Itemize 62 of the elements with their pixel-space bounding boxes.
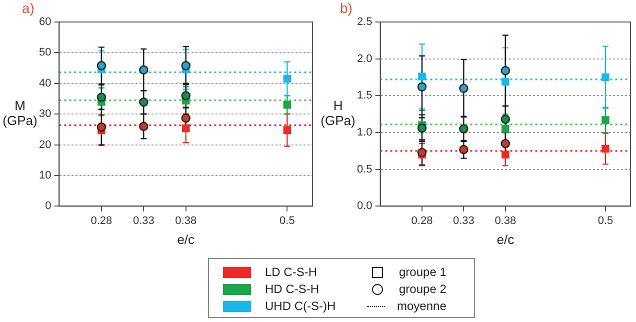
y-tick-label: 2.5 bbox=[356, 16, 372, 28]
y-tick-label: 50 bbox=[38, 46, 52, 59]
point bbox=[502, 150, 510, 159]
x-tick-label: 0.28 bbox=[90, 214, 112, 227]
x-tick-label: 0.38 bbox=[175, 214, 197, 227]
y-tick-label: 0 bbox=[45, 200, 52, 212]
legend-label: LD C-S-H bbox=[264, 265, 318, 279]
y-tick-label: 2.0 bbox=[356, 52, 372, 65]
point bbox=[283, 74, 292, 83]
point bbox=[139, 98, 148, 107]
legend-label: UHD C(-S-)H bbox=[264, 299, 336, 313]
point bbox=[181, 91, 190, 100]
chart-title: b) bbox=[340, 0, 352, 16]
point bbox=[417, 82, 427, 92]
point bbox=[417, 148, 427, 158]
point bbox=[417, 124, 427, 133]
x-tick-label: 0.38 bbox=[494, 214, 516, 227]
point bbox=[96, 60, 106, 70]
y-tick-label: 20 bbox=[38, 138, 52, 151]
point bbox=[283, 126, 292, 134]
point bbox=[181, 113, 190, 123]
point bbox=[502, 78, 510, 86]
point bbox=[418, 72, 426, 80]
point bbox=[602, 73, 610, 82]
point bbox=[283, 101, 292, 109]
x-axis-title: e/c bbox=[496, 232, 515, 247]
text: moyenne bbox=[396, 299, 446, 313]
point bbox=[459, 144, 468, 154]
y-tick-label: 1.0 bbox=[356, 126, 372, 139]
point bbox=[182, 124, 190, 132]
text: groupe 1 bbox=[398, 265, 446, 279]
point bbox=[96, 122, 106, 132]
y-tick-label: 40 bbox=[38, 77, 52, 90]
point bbox=[139, 122, 148, 131]
point bbox=[602, 116, 610, 124]
y-tick-label: 0.0 bbox=[356, 200, 372, 212]
point bbox=[500, 114, 510, 124]
point bbox=[181, 60, 190, 70]
y-tick-label: 0.5 bbox=[356, 163, 372, 176]
point bbox=[96, 92, 106, 102]
x-tick-label: 0.28 bbox=[411, 214, 433, 227]
legend-label: HD C-S-H bbox=[264, 282, 319, 296]
point bbox=[139, 65, 148, 74]
x-tick-label: 0.33 bbox=[452, 214, 474, 227]
point bbox=[500, 138, 510, 148]
point bbox=[459, 124, 468, 134]
point bbox=[602, 144, 610, 153]
y-tick-label: 1.5 bbox=[356, 90, 372, 102]
point bbox=[502, 124, 510, 133]
y-axis-title: H (GPa) bbox=[320, 98, 356, 128]
x-tick-label: 0.5 bbox=[280, 214, 295, 227]
y-tick-label: 30 bbox=[38, 108, 52, 120]
point bbox=[500, 66, 510, 76]
chart-title: a) bbox=[22, 0, 34, 16]
x-tick-label: 0.5 bbox=[598, 214, 614, 227]
x-axis-title: e/c bbox=[177, 232, 196, 247]
text: groupe 2 bbox=[398, 282, 446, 296]
x-tick-label: 0.33 bbox=[132, 214, 154, 227]
y-tick-label: 10 bbox=[38, 170, 52, 182]
y-axis-title: M (GPa) bbox=[2, 98, 38, 128]
point bbox=[459, 84, 468, 93]
y-tick-label: 60 bbox=[38, 16, 52, 28]
